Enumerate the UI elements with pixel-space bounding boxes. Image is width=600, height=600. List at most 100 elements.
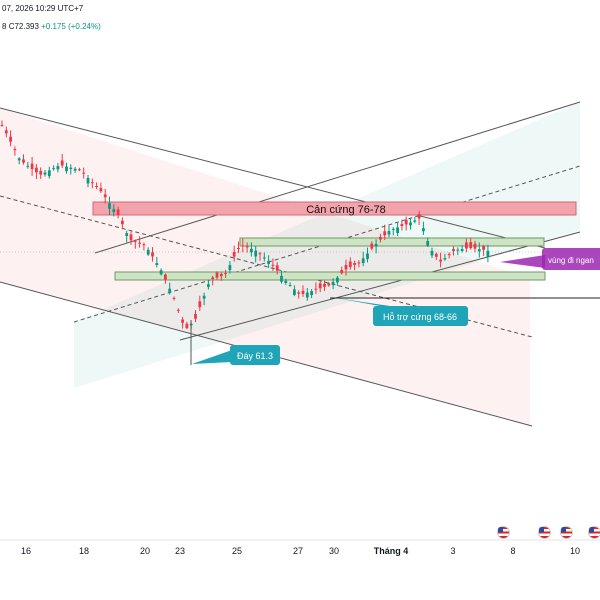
candle-body (473, 243, 477, 249)
candle-body (293, 289, 296, 295)
candle-body (305, 292, 309, 298)
descending-channel-fill (0, 108, 530, 426)
range-callout-box[interactable] (542, 248, 600, 270)
candle-body (318, 283, 322, 289)
candle-body (155, 263, 159, 266)
candle-body (241, 245, 245, 247)
candle-body (456, 249, 460, 251)
time-label: 3 (450, 546, 456, 556)
candle-body (361, 258, 365, 264)
candle-body (460, 249, 464, 251)
range-callout-pointer (500, 255, 545, 268)
candle-body (267, 260, 270, 264)
ascending-channel-mid[interactable] (73, 165, 581, 323)
bottom-callout-box[interactable] (230, 345, 280, 365)
candle-body (78, 169, 81, 171)
time-label: 18 (78, 546, 90, 556)
candle-body (288, 285, 292, 287)
time-label: 10 (569, 546, 581, 556)
candle-body (159, 270, 163, 275)
candle-body (310, 291, 313, 296)
candle-body (86, 178, 90, 184)
candle-body (185, 323, 189, 329)
candle-body (340, 269, 344, 274)
candle-body (125, 233, 129, 236)
candle-body (391, 228, 395, 230)
header-ohlc: 8 C72.393 +0.175 (+0.24%) (2, 22, 101, 31)
bottom-callout-pointer (192, 350, 232, 364)
time-label: 23 (174, 546, 186, 556)
time-label: 25 (231, 546, 243, 556)
candle-body (215, 272, 219, 278)
candle-body (65, 166, 68, 172)
ascending-channel-top[interactable] (94, 101, 581, 254)
time-label: 30 (328, 546, 340, 556)
range-zone-bottom[interactable] (114, 271, 546, 281)
candle-body (73, 168, 77, 171)
flag-us-icon[interactable] (538, 526, 551, 539)
candle-body (271, 264, 275, 266)
time-label: 27 (292, 546, 304, 556)
candle-body (108, 203, 111, 209)
candle-body (258, 253, 262, 255)
candle-body (237, 247, 240, 249)
candle-body (404, 219, 408, 225)
candle-body (250, 248, 253, 253)
candle-body (413, 220, 417, 222)
candle-body (121, 220, 124, 225)
candle-body (357, 262, 361, 264)
candle-body (314, 288, 318, 290)
flag-us-icon[interactable] (497, 526, 510, 539)
time-label: 20 (139, 546, 151, 556)
candle-body (43, 172, 47, 175)
candle-body (90, 182, 94, 184)
time-label: 16 (20, 546, 32, 556)
candle-body (9, 136, 12, 142)
header-date: 07, 2026 10:29 UTC+7 (2, 4, 84, 13)
time-label: 8 (510, 546, 516, 556)
candle-body (430, 250, 434, 256)
candle-body (245, 246, 249, 248)
time-label: Tháng 4 (373, 546, 409, 556)
candle-body (112, 209, 116, 213)
candle-body (297, 292, 301, 294)
candle-body (82, 172, 86, 174)
candle-body (39, 170, 43, 175)
candle-body (47, 170, 51, 177)
ascending-channel-bottom[interactable] (179, 231, 581, 341)
candle-body (426, 241, 430, 246)
candle-body (469, 242, 473, 249)
range-zone-top[interactable] (239, 237, 545, 247)
candle-body (422, 228, 425, 232)
candle-body (370, 243, 374, 249)
candle-body (275, 265, 279, 271)
bottom-callout-text: Đáy 61.3 (237, 351, 273, 361)
descending-channel-top[interactable] (0, 107, 546, 249)
candle-body (103, 194, 107, 198)
candle-body (35, 167, 38, 173)
candle-body (452, 248, 455, 252)
candle-body (95, 186, 98, 188)
resistance-zone[interactable] (92, 201, 577, 216)
candle-body (26, 165, 30, 167)
flag-us-icon[interactable] (560, 526, 573, 539)
flag-us-icon[interactable] (588, 526, 600, 539)
candle-body (262, 257, 266, 259)
candle-body (207, 284, 210, 287)
candle-body (336, 277, 339, 283)
candle-body (133, 241, 137, 243)
support-callout-box[interactable] (373, 306, 468, 326)
candle-body (52, 168, 55, 170)
candle-body (22, 159, 25, 163)
candle-body (142, 244, 146, 246)
candle-body (151, 252, 154, 257)
candle-body (228, 265, 232, 271)
candle-body (396, 227, 399, 234)
candle-body (486, 250, 490, 257)
candle-body (254, 250, 258, 257)
candle-body (443, 258, 447, 260)
candle-body (301, 290, 305, 294)
resistance-label: Cản cứng 76-78 (306, 204, 386, 216)
candle-body (69, 167, 73, 169)
